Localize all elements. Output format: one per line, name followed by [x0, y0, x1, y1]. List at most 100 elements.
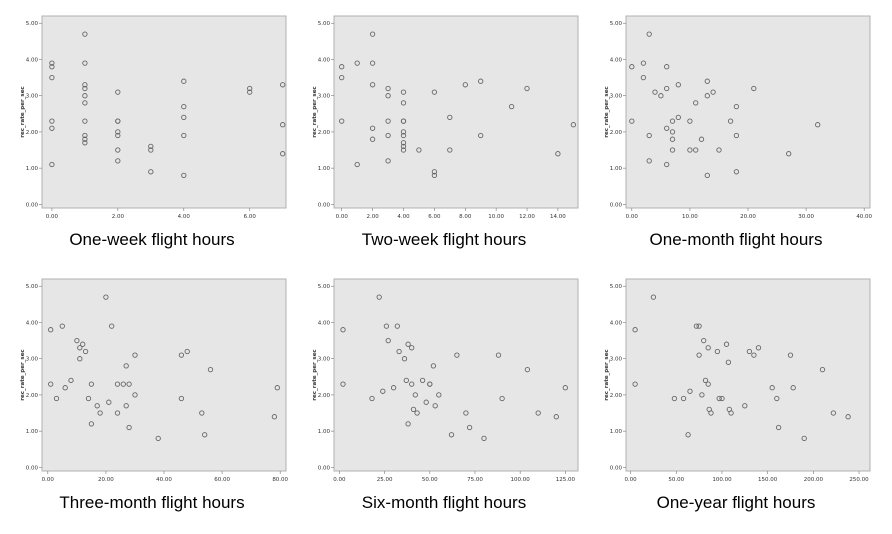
- data-point: [669, 118, 676, 124]
- data-point: [123, 363, 129, 369]
- data-point: [685, 432, 691, 438]
- panel-caption: One-week flight hours: [69, 230, 235, 249]
- data-point: [380, 388, 386, 394]
- data-point: [53, 395, 60, 402]
- scatter-plot-three-month: 0.00 1.00 2.00 3.00 4.00 5.00 0.00 20.00 40.00 60…: [20, 278, 289, 483]
- data-point: [115, 132, 121, 139]
- data-point: [82, 348, 89, 355]
- data-point: [400, 147, 407, 153]
- y-tick-label: 0.00: [318, 465, 331, 471]
- data-point: [280, 82, 286, 88]
- x-tick-label: 50.00: [422, 477, 438, 483]
- data-point: [430, 363, 437, 369]
- data-point: [646, 31, 652, 37]
- data-point: [340, 327, 346, 333]
- y-tick-label: 2.00: [26, 130, 39, 136]
- data-point: [669, 129, 676, 135]
- data-point: [448, 432, 455, 438]
- data-point: [431, 172, 438, 179]
- data-point: [49, 60, 55, 66]
- data-point: [247, 89, 253, 95]
- data-point: [640, 74, 647, 81]
- x-tick-label: 10.00: [682, 214, 698, 220]
- x-tick-label: 75.00: [467, 477, 483, 483]
- y-tick-label: 3.00: [318, 94, 331, 100]
- data-point: [271, 414, 278, 420]
- x-tick-label: 12.00: [519, 214, 535, 220]
- x-tick-label: 20.00: [98, 477, 114, 483]
- y-axis-label: rec_rate_per_sec: [604, 86, 610, 137]
- data-point: [68, 377, 74, 384]
- y-tick-label: 2.00: [318, 393, 331, 399]
- data-point: [535, 410, 541, 416]
- y-axis-label: rec_rate_per_sec: [312, 86, 318, 137]
- data-point: [85, 395, 92, 402]
- data-point: [48, 327, 54, 333]
- data-point: [385, 158, 391, 164]
- data-point: [115, 158, 121, 164]
- data-point: [733, 103, 740, 110]
- data-point: [400, 129, 407, 135]
- x-tick-label: 150.00: [758, 477, 778, 483]
- y-tick-label: 4.00: [318, 320, 331, 326]
- x-tick-label: 80.00: [272, 477, 288, 483]
- x-tick-label: 100.00: [511, 477, 531, 483]
- data-point: [202, 432, 208, 438]
- data-point: [62, 385, 68, 391]
- data-point: [775, 424, 782, 431]
- data-point: [274, 385, 280, 391]
- plot-area: [625, 278, 871, 472]
- data-point: [723, 341, 730, 347]
- data-point: [354, 60, 360, 66]
- data-point: [88, 381, 95, 387]
- panel-caption: One-month flight hours: [649, 230, 823, 249]
- data-point: [790, 385, 796, 391]
- y-tick-label: 5.00: [318, 284, 331, 290]
- data-point: [693, 100, 699, 106]
- data-point: [412, 392, 418, 398]
- data-point: [400, 89, 407, 95]
- y-tick-label: 1.00: [318, 429, 331, 435]
- data-point: [733, 132, 740, 139]
- scatter-plot-one-month: 0.00 1.00 2.00 3.00 4.00 5.00 0.00 10.00 20.00 30…: [604, 15, 873, 220]
- data-point: [401, 356, 408, 362]
- data-point: [646, 132, 652, 139]
- data-point: [339, 64, 345, 70]
- data-point: [769, 385, 775, 391]
- data-point: [687, 147, 693, 153]
- scatter-plot-two-week: 0.00 1.00 2.00 3.00 4.00 5.00 0.00 2.00 4.00 6.00…: [312, 15, 579, 220]
- plot-area: [41, 278, 287, 472]
- data-point: [481, 435, 487, 442]
- data-point: [400, 140, 407, 146]
- x-tick-label: 40.00: [856, 214, 872, 220]
- data-point: [74, 337, 80, 344]
- data-point: [48, 381, 54, 387]
- data-point: [115, 129, 121, 135]
- data-point: [555, 151, 561, 157]
- data-point: [385, 118, 391, 124]
- data-point: [725, 359, 732, 365]
- data-point: [696, 352, 702, 358]
- x-tick-label: 4.00: [397, 214, 410, 220]
- y-axis-label: rec_rate_per_sec: [312, 349, 318, 400]
- data-point: [49, 118, 55, 124]
- y-axis-label: rec_rate_per_sec: [20, 349, 26, 400]
- y-tick-label: 2.00: [610, 393, 623, 399]
- data-point: [400, 143, 407, 150]
- data-point: [82, 118, 88, 124]
- data-point: [247, 85, 253, 92]
- x-tick-label: 0.00: [333, 477, 346, 483]
- x-tick-label: 0.00: [626, 214, 639, 220]
- data-point: [77, 356, 83, 362]
- data-point: [97, 410, 103, 416]
- data-point: [390, 385, 397, 391]
- data-point: [693, 147, 699, 153]
- y-tick-label: 4.00: [610, 57, 623, 63]
- data-point: [155, 435, 161, 442]
- data-point: [454, 352, 460, 358]
- data-point: [181, 172, 187, 179]
- x-tick-label: 25.00: [377, 477, 393, 483]
- data-point: [801, 435, 807, 442]
- data-point: [49, 64, 55, 70]
- data-point: [178, 395, 185, 402]
